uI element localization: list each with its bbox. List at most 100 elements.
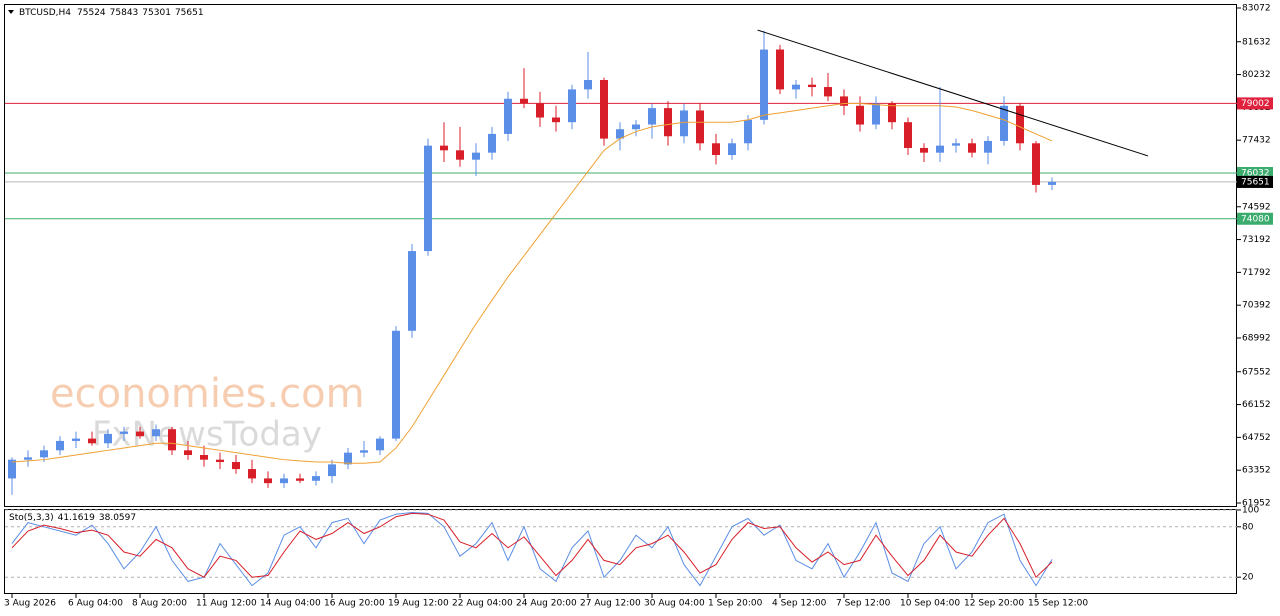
candle-body [568,89,576,123]
candle-body [936,145,944,153]
candle-body [840,96,848,106]
y-tick-label: 63352 [1242,466,1271,476]
candle-body [88,438,96,444]
candle-body [856,105,864,125]
y-tick-label: 70392 [1242,301,1271,311]
y-tick-label: 74592 [1242,202,1271,212]
candle-body [952,143,960,146]
candle-body [536,103,544,118]
candle-body [440,145,448,151]
candle-body [232,462,240,470]
candle-body [456,150,464,160]
x-tick-label: 10 Sep 04:00 [900,599,960,609]
low: 75301 [142,8,171,18]
candle-body [216,459,224,463]
candle-body [680,110,688,137]
y-tick-label: 80232 [1242,70,1271,80]
candle-body [280,478,288,484]
y-tick-label: 20 [1242,573,1254,583]
x-tick-label: 30 Aug 04:00 [644,599,705,609]
candle-body [312,476,320,481]
candle-body [248,469,256,479]
candle-body [184,450,192,456]
x-tick-label: 14 Aug 04:00 [260,599,321,609]
candle-body [792,84,800,90]
candle-body [200,455,208,460]
candle-body [1048,181,1056,185]
candle-body [136,431,144,437]
candle-body [760,49,768,120]
y-tick-label: 67552 [1242,367,1271,377]
candle-body [168,429,176,451]
menu-arrow[interactable] [8,10,14,14]
stochastic-header: Sto(5,3,3) 41.1619 38.0597 [9,513,136,523]
level-label: 79002 [1241,99,1270,109]
candle-body [72,438,80,441]
candle-body [328,464,336,477]
candle-body [408,251,416,331]
candle-body [152,429,160,437]
stochastic-k: 41.1619 [58,513,95,523]
x-tick-label: 24 Aug 20:00 [516,599,577,609]
candle-body [600,80,608,139]
level-label: 74080 [1241,214,1270,224]
candle-body [376,438,384,451]
x-tick-label: 27 Aug 12:00 [580,599,641,609]
candle-body [520,98,528,104]
candle-body [24,457,32,460]
candle-body [264,478,272,484]
candle-body [712,143,720,156]
x-tick-label: 19 Aug 12:00 [388,599,449,609]
candle-body [632,124,640,130]
y-tick-label: 66152 [1242,400,1271,410]
candle-body [104,433,112,444]
candle-body [40,450,48,458]
x-tick-label: 8 Aug 20:00 [132,599,187,609]
trendline [757,29,1149,157]
moving-average [11,102,1053,464]
candle-body [696,110,704,144]
y-tick-label: 73192 [1242,235,1271,245]
header: BTCUSD,H4 75524 75843 75301 75651 [19,8,204,18]
y-tick-label: 68992 [1242,334,1271,344]
high: 75843 [110,8,139,18]
candle-body [392,330,400,439]
level-label: 76032 [1241,169,1270,179]
current-price-label: 75651 [1241,177,1270,187]
candle-body [488,133,496,153]
candle-body [472,152,480,160]
candle-body [296,478,304,481]
candle-body [120,431,128,434]
candle-body [904,122,912,148]
y-tick-label: 71792 [1242,268,1271,278]
candle-body [616,129,624,139]
open: 75524 [77,8,106,18]
candle-body [872,103,880,125]
stochastic-title: Sto(5,3,3) [9,513,54,523]
stochastic-line [11,512,1053,579]
candle-body [552,117,560,123]
candle-body [344,452,352,465]
current-price-box [1237,175,1273,188]
watermark: FxNewsToday [92,415,322,455]
main-pane [4,4,1237,507]
candle-body [968,143,976,153]
candle-body [744,119,752,144]
close: 75651 [175,8,204,18]
y-tick-label: 83072 [1242,4,1271,14]
candle-body [648,108,656,125]
candle-body [984,140,992,153]
stochastic-line [11,512,1053,587]
x-tick-label: 15 Sep 12:00 [1028,599,1088,609]
candle-body [664,108,672,137]
y-tick-label: 80 [1242,522,1254,532]
x-tick-label: 3 Aug 2026 [4,599,56,609]
x-tick-label: 22 Aug 04:00 [452,599,513,609]
y-tick-label: 64752 [1242,433,1271,443]
stochastic-d: 38.0597 [99,513,136,523]
candle-body [56,440,64,451]
candle-body [1032,143,1040,185]
x-tick-label: 4 Sep 12:00 [772,599,827,609]
